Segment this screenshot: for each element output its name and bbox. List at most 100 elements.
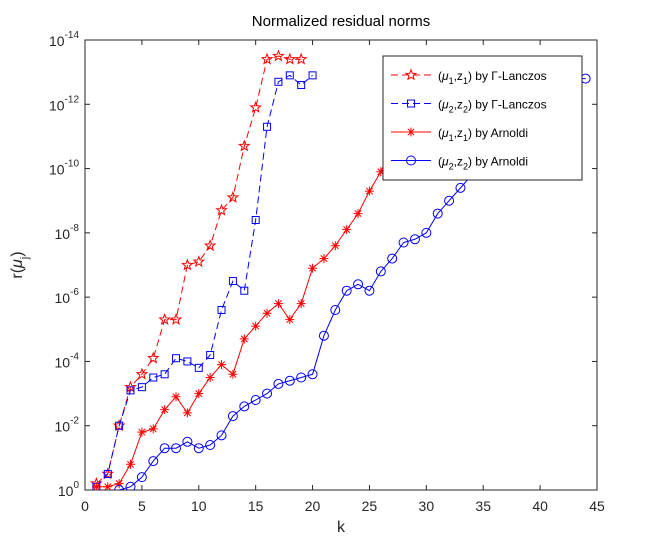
series-3-point <box>330 241 340 251</box>
series-3-point <box>137 427 147 437</box>
y-tick-base: 10 <box>49 97 65 113</box>
series-1-point <box>181 258 194 271</box>
series-2-point <box>297 81 306 89</box>
series-4-point <box>182 436 193 447</box>
legend-label-part: ) by Arnoldi <box>468 126 528 140</box>
legend-label-part: ,z <box>454 126 463 140</box>
series-3-point <box>296 299 306 309</box>
series-3-point <box>148 424 158 434</box>
legend-label-part: ) by Γ-Lanczos <box>468 69 547 83</box>
legend-label-part: 1 <box>449 76 454 86</box>
x-axis-label: k <box>337 519 346 536</box>
series-4-point <box>125 481 136 490</box>
y-tick-base: 10 <box>55 226 71 242</box>
y-axis-label-base: r( <box>9 267 26 278</box>
series-3-point <box>285 315 295 325</box>
legend-label-part: 2 <box>449 162 454 172</box>
series-1 <box>90 49 308 489</box>
series-4-point <box>455 182 466 193</box>
series-4-point <box>318 330 329 341</box>
y-tick-label: 10-4 <box>55 351 80 370</box>
legend-label-part: 1 <box>449 133 454 143</box>
series-2-point <box>308 71 317 80</box>
legend-label-part: μ <box>441 126 449 140</box>
x-tick-label: 45 <box>589 498 605 514</box>
legend-marker-1 <box>404 68 418 81</box>
series-3-point <box>103 482 113 490</box>
series-1-point <box>272 49 285 62</box>
series-3-point <box>114 479 124 489</box>
series-1-point <box>294 52 308 65</box>
series-2-point <box>206 351 215 359</box>
chart-title: Normalized residual norms <box>252 13 430 30</box>
legend-marker-3 <box>406 127 416 137</box>
x-tick-label: 5 <box>138 498 146 514</box>
y-tick-exponent: -6 <box>70 287 79 298</box>
y-tick-base: 10 <box>55 419 71 435</box>
series-2-point <box>251 216 260 224</box>
series-2-point <box>183 357 192 366</box>
y-tick-label: 10-14 <box>49 30 79 49</box>
series-1-point <box>249 100 262 113</box>
series-3-point <box>239 334 249 344</box>
series-4-point <box>227 411 238 422</box>
legend-label-part: μ <box>441 69 449 83</box>
series-2-point <box>263 122 272 131</box>
series-1-point <box>237 139 251 152</box>
series-4-point <box>284 375 295 386</box>
y-tick-base: 10 <box>55 354 71 370</box>
series-3-point <box>171 392 181 402</box>
series-1-point <box>283 52 297 65</box>
series-3-point <box>353 209 363 219</box>
series-4-point <box>398 237 409 248</box>
y-tick-label: 10-10 <box>49 159 79 178</box>
legend-label-part: 2 <box>449 105 454 115</box>
legend: (μ1,z1) by Γ-Lanczos(μ2,z2) by Γ-Lanczos… <box>382 55 583 181</box>
x-tick-label: 30 <box>419 498 435 514</box>
plot-frame <box>84 39 598 491</box>
y-axis-label-close: ) <box>9 251 26 256</box>
x-tick-label: 40 <box>532 498 548 514</box>
series-4-point <box>432 208 443 219</box>
y-tick-exponent: -8 <box>70 223 79 234</box>
series-3 <box>91 77 454 490</box>
x-tick-label: 20 <box>305 498 321 514</box>
plot-area <box>84 39 598 491</box>
y-axis-label-var: μ <box>9 259 26 269</box>
series-2-point <box>160 370 169 379</box>
series-3-point <box>217 360 227 370</box>
series-3-point <box>262 308 272 318</box>
series-4-point <box>239 401 250 412</box>
legend-label-part: ( <box>438 98 442 112</box>
series-4-point <box>114 485 125 490</box>
series-4-point <box>364 285 375 296</box>
series-2-point <box>103 469 112 478</box>
series-2-line <box>96 74 313 488</box>
series-2-point <box>240 286 249 295</box>
series-4-point <box>409 234 420 245</box>
series-4-point <box>375 266 386 277</box>
series-3-point <box>342 225 352 235</box>
y-tick-exponent: -12 <box>65 94 80 105</box>
y-tick-exponent: -14 <box>65 30 80 41</box>
series-3-point <box>376 167 386 177</box>
svg-text:r(μj): r(μj) <box>9 251 31 278</box>
series-1-point <box>169 313 183 325</box>
series-4-point <box>273 378 284 389</box>
legend-label-1: (μ1,z1) by Γ-Lanczos <box>438 69 547 86</box>
series-2-point <box>126 386 135 395</box>
y-tick-base: 10 <box>55 290 71 306</box>
y-tick-label: 10-12 <box>49 94 79 113</box>
series-2 <box>92 71 317 490</box>
legend-marker-2 <box>407 99 415 108</box>
legend-label-part: ) by Arnoldi <box>468 155 528 169</box>
y-tick-label: 10-8 <box>55 223 80 242</box>
series-4-point <box>136 472 147 483</box>
legend-label-4: (μ2,z2) by Arnoldi <box>438 155 528 172</box>
series-1-point <box>158 313 171 325</box>
series-3-point <box>228 369 238 379</box>
legend-label-part: μ <box>441 98 449 112</box>
series-3-point <box>308 263 318 273</box>
series-2-point <box>217 306 226 314</box>
